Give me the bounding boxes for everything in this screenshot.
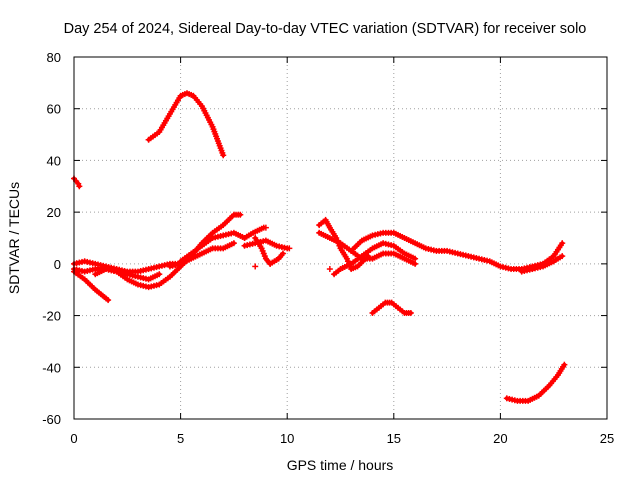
series-markers	[331, 240, 419, 278]
data-point	[252, 263, 259, 270]
data-point	[561, 361, 568, 368]
series-arc-l	[267, 250, 286, 267]
series-markers	[267, 250, 286, 267]
y-tick-label: 80	[47, 50, 61, 65]
y-tick-label: -60	[42, 412, 61, 427]
data-point	[237, 211, 244, 218]
data-point	[326, 266, 333, 273]
data-point	[559, 240, 566, 247]
data-point	[279, 250, 286, 257]
x-axis-label: GPS time / hours	[287, 457, 394, 473]
data-series	[71, 90, 568, 404]
series-markers	[529, 253, 566, 273]
series-arc-n	[316, 229, 419, 267]
series-markers	[241, 224, 267, 241]
series-markers	[241, 237, 291, 252]
y-axis-label: SDTVAR / TECUs	[6, 182, 22, 294]
series-markers	[71, 268, 112, 304]
series-arc-o	[331, 240, 419, 278]
series-arc-m	[316, 216, 372, 273]
x-tick-label: 0	[70, 431, 77, 446]
series-markers	[166, 240, 237, 270]
y-tick-label: 0	[54, 257, 61, 272]
chart-title: Day 254 of 2024, Sidereal Day-to-day VTE…	[64, 21, 587, 37]
y-tick-label: 20	[47, 205, 61, 220]
data-point	[76, 183, 83, 190]
series-arc-j	[241, 237, 291, 252]
series-markers	[348, 229, 557, 273]
series-arc-i	[241, 224, 267, 241]
series-arc-s	[529, 253, 566, 273]
data-point	[559, 253, 566, 260]
data-point	[220, 152, 227, 159]
x-tick-label: 25	[600, 431, 614, 446]
series-arc-q	[369, 299, 414, 316]
data-point	[262, 224, 269, 231]
y-tick-label: -40	[42, 360, 61, 375]
data-point	[105, 297, 112, 304]
data-point	[230, 240, 237, 247]
series-arc-b	[145, 90, 227, 159]
axis-ticks	[73, 56, 608, 420]
x-tick-label: 15	[387, 431, 401, 446]
plot-frame	[73, 56, 608, 420]
axis-tick-labels: 0 5 10 15 20 25 -60 -40 -20 0 20 40 60 80	[42, 50, 614, 446]
y-tick-label: 60	[47, 102, 61, 117]
data-point	[407, 309, 414, 316]
series-markers	[503, 361, 568, 404]
x-tick-label: 5	[177, 431, 184, 446]
isolated-points	[252, 224, 333, 273]
series-markers	[145, 90, 227, 159]
x-tick-label: 10	[280, 431, 294, 446]
series-arc-a	[71, 175, 83, 190]
data-point	[156, 271, 163, 278]
x-tick-label: 20	[493, 431, 507, 446]
y-tick-label: -20	[42, 309, 61, 324]
series-arc-t	[503, 361, 568, 404]
grid	[74, 57, 607, 419]
series-arc-p	[348, 229, 557, 273]
data-point	[412, 255, 419, 262]
series-arc-e	[71, 268, 112, 304]
series-line	[504, 362, 567, 403]
series-markers	[316, 216, 372, 273]
series-markers	[369, 299, 414, 316]
data-point	[286, 245, 293, 252]
data-point	[412, 260, 419, 267]
y-tick-label: 40	[47, 153, 61, 168]
